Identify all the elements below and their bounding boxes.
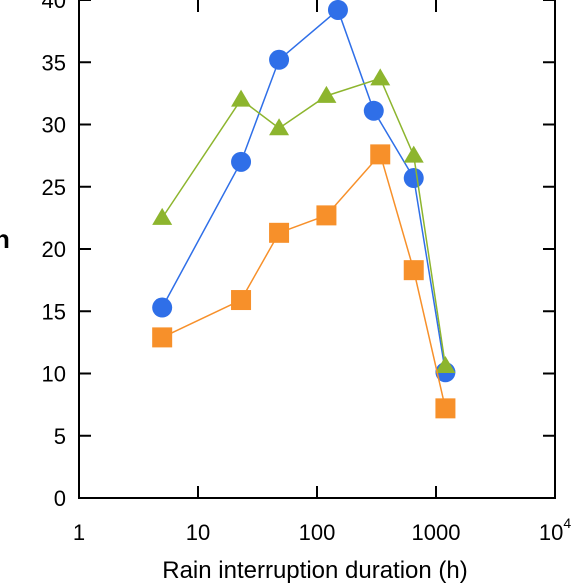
- y-tick-label: 10: [42, 362, 66, 387]
- data-point-triangle: [370, 68, 391, 86]
- series-triangle: [152, 68, 456, 374]
- y-axis-title-fragment: n: [0, 224, 10, 254]
- data-point-circle: [403, 168, 424, 189]
- data-point-square: [152, 327, 173, 348]
- data-point-triangle: [269, 118, 290, 136]
- data-point-square: [403, 260, 424, 281]
- axis-ticks: [78, 0, 556, 499]
- y-tick-label: 0: [54, 486, 66, 511]
- data-point-square: [231, 290, 252, 311]
- series-layer: [152, 0, 456, 419]
- data-point-triangle: [231, 89, 252, 107]
- data-point-square: [370, 144, 391, 165]
- tick-labels: 0 5 10 15 20 25 30 35 40 1 10 100 1000 104: [42, 0, 572, 545]
- y-tick-label: 20: [42, 237, 66, 262]
- y-tick-label: 15: [42, 299, 66, 324]
- data-point-circle: [269, 49, 290, 70]
- series-line: [161, 77, 447, 367]
- plot-frame: [78, 0, 556, 499]
- y-tick-label: 35: [42, 50, 66, 75]
- data-point-circle: [363, 100, 384, 121]
- data-point-triangle: [152, 207, 173, 225]
- data-point-circle: [152, 297, 173, 318]
- x-tick-label: 100: [299, 520, 336, 545]
- data-point-circle: [327, 0, 348, 20]
- plot-border: [78, 0, 556, 499]
- series-circle: [152, 0, 456, 383]
- data-point-square: [269, 222, 290, 243]
- data-point-square: [316, 205, 337, 226]
- y-tick-label: 30: [42, 113, 66, 138]
- x-tick-label: 104: [539, 515, 571, 545]
- x-axis-title: Rain interruption duration (h): [162, 557, 468, 584]
- x-tick-label: 1000: [412, 520, 461, 545]
- y-tick-label: 40: [42, 0, 66, 13]
- data-point-square: [435, 398, 456, 419]
- y-tick-label: 25: [42, 175, 66, 200]
- y-tick-label: 5: [54, 424, 66, 449]
- series-square: [152, 144, 456, 419]
- series-line: [161, 152, 447, 409]
- data-point-circle: [231, 151, 252, 172]
- x-tick-label: 1: [73, 520, 85, 545]
- data-point-triangle: [403, 145, 424, 163]
- data-point-triangle: [316, 85, 337, 103]
- data-point-triangle: [435, 356, 456, 374]
- x-tick-label: 10: [186, 520, 210, 545]
